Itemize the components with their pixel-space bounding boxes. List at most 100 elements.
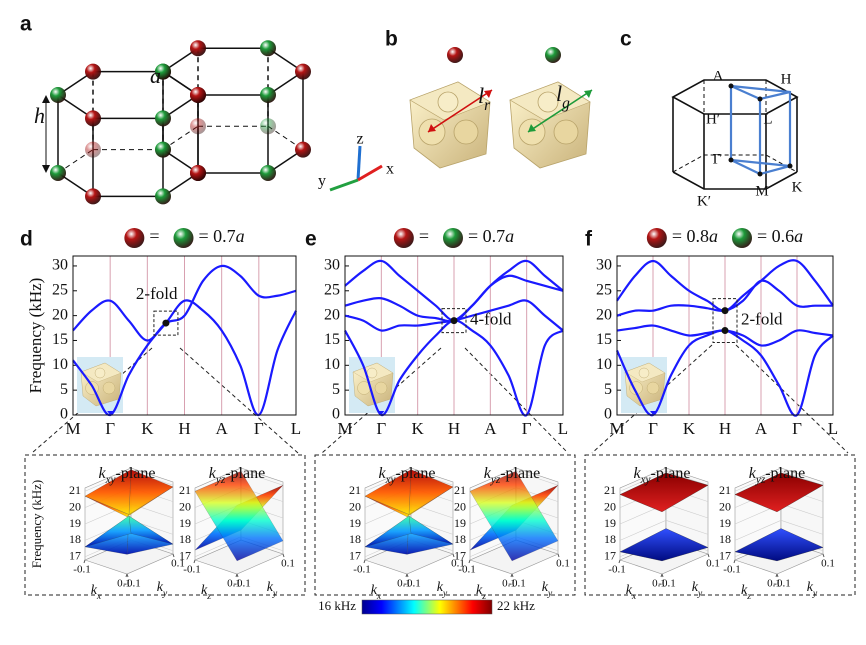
z-tick-label: 17 (604, 548, 616, 562)
text-part: k (98, 465, 106, 482)
z-tick-label: 19 (719, 516, 731, 530)
sphere (393, 228, 414, 248)
surface-facet (734, 472, 824, 512)
text-part: y (812, 588, 818, 599)
text-part: -plane (765, 465, 805, 482)
text-part: xy (105, 474, 116, 486)
text-part: y (697, 588, 703, 599)
text-part: y (162, 588, 168, 599)
text-part: -plane (651, 465, 691, 482)
text-part: a (236, 226, 245, 246)
x-tick-label: Γ (522, 419, 532, 438)
text-part: k (807, 580, 814, 595)
text-part: = 0.8 (672, 226, 709, 246)
text-part: a (709, 226, 718, 246)
sphere (260, 40, 276, 57)
text-part: a (505, 226, 514, 246)
sphere (190, 86, 206, 103)
legend-text: = 0.6a (757, 226, 803, 246)
tick-mark (406, 573, 409, 578)
axis-label: x (386, 161, 394, 178)
x-tick-label: H (178, 419, 190, 438)
x-tick-label: L (558, 419, 568, 438)
x-tick-label: L (828, 419, 838, 438)
lattice-height: h (34, 103, 45, 128)
bz-point-label: H′ (706, 111, 720, 127)
b-tick-label: -0.1 (123, 578, 140, 590)
y-tick-label: 0 (332, 406, 340, 423)
z-tick-label: 18 (604, 532, 616, 546)
b-tick-label: -0.1 (658, 578, 675, 590)
a-tick-label: 0.1 (397, 578, 411, 590)
sphere (155, 141, 171, 158)
legend-text: = 0.7a (468, 226, 514, 246)
length-arrow (427, 89, 493, 133)
bz-point-label: Γ (713, 151, 722, 167)
y-tick-label: 25 (596, 281, 612, 298)
iz-line (730, 84, 761, 101)
sphere (85, 188, 101, 205)
z-tick-label: 17 (69, 548, 81, 562)
surface-facet (619, 472, 709, 512)
annotation: 2-fold (741, 310, 783, 329)
axis-label: z (356, 131, 363, 148)
bz-point-label: K (792, 179, 803, 195)
plot-frame (72, 255, 297, 416)
band-line (72, 264, 297, 342)
text-part: = 0.6 (757, 226, 794, 246)
y-tick-label: 20 (52, 306, 68, 323)
z-tick-label: 19 (69, 516, 81, 530)
degeneracy-box (712, 298, 738, 344)
text-part: k (626, 583, 633, 598)
z-grid-line (619, 470, 709, 492)
text-part: y (547, 588, 553, 599)
sphere (443, 228, 463, 248)
annotation: 4-fold (470, 310, 512, 329)
b-tick-label: 0.1 (821, 558, 835, 570)
a-tick-label: 0.1 (767, 578, 781, 590)
sphere (447, 47, 463, 63)
x-tick-label: Γ (254, 419, 264, 438)
text-part: a (794, 226, 803, 246)
y-tick-label: 15 (596, 331, 612, 348)
plot-frame (344, 255, 564, 416)
text-part: z (746, 591, 751, 602)
text-part: g (562, 95, 570, 112)
legend: = = 0.7a (124, 226, 245, 248)
x-tick-label: Γ (792, 419, 802, 438)
surface-y-label: Frequency (kHz) (29, 480, 44, 568)
text-part: x (376, 591, 382, 602)
sphere (155, 188, 171, 205)
z-tick-label: 18 (719, 532, 731, 546)
text-part: z (206, 591, 211, 602)
sphere (646, 228, 667, 248)
y-tick-label: 15 (324, 331, 340, 348)
y-tick-label: 30 (324, 257, 340, 274)
text-part: k (437, 580, 444, 595)
legend-text: = (419, 226, 429, 246)
y-tick-label: 25 (52, 281, 68, 298)
cell-length: lg (556, 81, 570, 112)
y-tick-label: 20 (596, 306, 612, 323)
z-tick-label: 20 (179, 499, 191, 513)
sphere (155, 63, 171, 80)
iz-line (759, 90, 791, 101)
x-tick-label: A (216, 419, 229, 438)
bz-dot (787, 163, 793, 169)
bz-dot (757, 96, 763, 102)
z-tick-label: 21 (454, 483, 466, 497)
a-tick-label: -0.1 (458, 564, 475, 576)
bz-dots (728, 83, 793, 177)
text-part: k (209, 465, 217, 482)
text-part: x (631, 591, 637, 602)
b-tick-label: -0.1 (233, 578, 250, 590)
axis-arrow (357, 164, 383, 182)
a-axis-label: kz (476, 583, 486, 602)
b-tick-label: 0.1 (706, 558, 720, 570)
zoom-box (584, 454, 856, 596)
tick-mark (707, 553, 710, 558)
text-part: r (484, 97, 491, 114)
z-tick-label: 19 (604, 516, 616, 530)
